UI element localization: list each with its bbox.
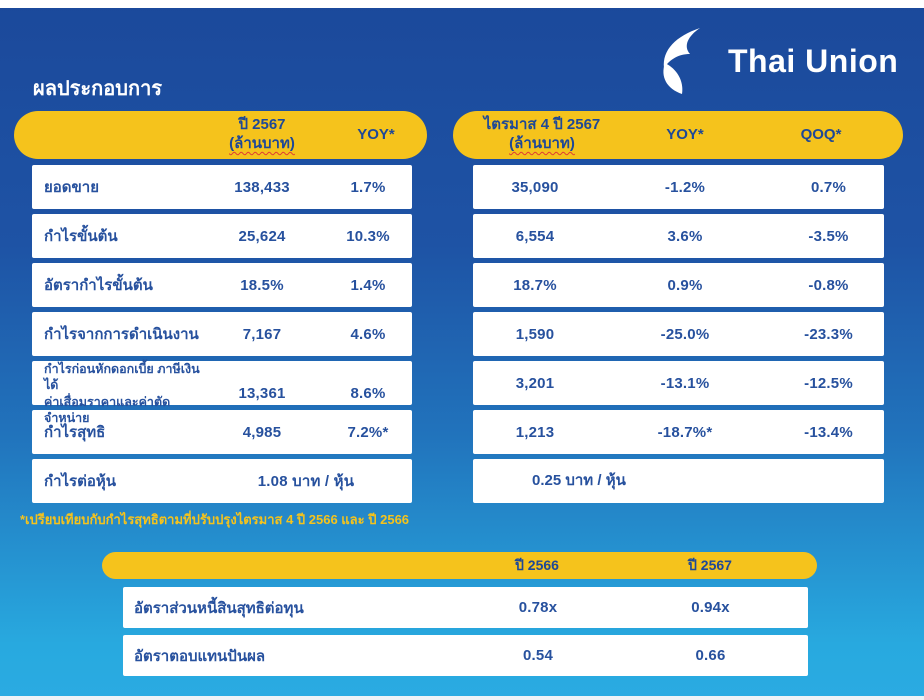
quarter-header-unit: (ล้านบาท) [509,135,575,152]
quarter-header-yoy: YOY* [666,125,704,143]
row-value: 1,590 [515,325,555,343]
row-label: กำไรขั้นต้น [44,228,118,245]
thai-union-logo: Thai Union [652,28,898,94]
quarter-header-value-col: ไตรมาส 4 ปี 2567 (ล้านบาท) [453,116,631,154]
row-value-2567: 0.66 [695,647,726,664]
row-qoq: -23.3% [804,325,853,343]
row-value: 3,201 [515,374,555,392]
row-yoy: -1.2% [664,178,706,196]
row-value: 1,213 [515,423,555,441]
row-yoy: 1.7% [350,178,386,196]
row-label: กำไรจากการดำเนินงาน [44,326,199,343]
table-row: อัตรากำไรขั้นต้น 18.5% 1.4% [32,263,412,307]
bottom-white-strip [0,696,924,700]
table-row: 35,090 -1.2% 0.7% [473,165,884,209]
row-value: 1.08 บาท / หุ้น [257,473,355,490]
ratio-header-2567: ปี 2567 [688,556,732,573]
table-row: 1,590 -25.0% -23.3% [473,312,884,356]
page-title: ผลประกอบการ [33,78,163,100]
table-row: อัตราตอบแทนปันผล 0.54 0.66 [123,635,808,676]
row-label: กำไรก่อนหักดอกเบี้ย ภาษีเงินได้ ค่าเสื่อ… [32,361,200,426]
row-value-2566: 0.54 [523,647,553,664]
row-label: อัตรากำไรขั้นต้น [44,277,153,294]
row-yoy: 7.2%* [347,423,389,441]
row-value-2567: 0.94x [691,599,730,616]
row-label: ยอดขาย [44,179,100,196]
row-value: 4,985 [242,423,282,441]
table-row: 0.25 บาท / หุ้น [473,459,884,503]
quarterly-results-table: ไตรมาส 4 ปี 2567 (ล้านบาท) YOY* QOQ* 35,… [453,111,903,508]
row-label: กำไรต่อหุ้น [44,473,116,490]
table-row: กำไรขั้นต้น 25,624 10.3% [32,214,412,258]
row-qoq: -12.5% [804,374,853,392]
row-value: 6,554 [515,227,555,245]
row-value: 18.7% [513,276,557,294]
row-value: 0.25 บาท / หุ้น [532,472,626,489]
table-row: 3,201 -13.1% -12.5% [473,361,884,405]
table-row: 1,213 -18.7%* -13.4% [473,410,884,454]
row-value: 35,090 [511,178,559,196]
row-yoy: 4.6% [350,325,386,343]
table-row: 18.7% 0.9% -0.8% [473,263,884,307]
row-label-line2: ค่าเสื่อมราคาและค่าตัดจำหน่าย [44,394,171,425]
table-row: กำไรจากการดำเนินงาน 7,167 4.6% [32,312,412,356]
row-value: 7,167 [242,325,282,343]
row-label-line1: กำไรก่อนหักดอกเบี้ย ภาษีเงินได้ [44,362,200,393]
row-label: อัตราส่วนหนี้สินสุทธิต่อทุน [134,599,304,617]
row-yoy: 8.6% [350,385,386,402]
row-value: 13,361 [238,385,286,402]
annual-header-year: ปี 2567 [238,116,286,134]
row-yoy: 1.4% [350,276,386,294]
row-label: กำไรสุทธิ [44,424,106,441]
row-yoy: 3.6% [667,227,703,245]
quarter-header-period: ไตรมาส 4 ปี 2567 [483,116,601,134]
row-yoy: -13.1% [660,374,710,392]
row-qoq: -3.5% [808,227,849,245]
table-row: กำไรก่อนหักดอกเบี้ย ภาษีเงินได้ ค่าเสื่อ… [32,361,412,425]
row-qoq: -0.8% [808,276,849,294]
row-value: 18.5% [240,276,284,294]
quarter-table-header: ไตรมาส 4 ปี 2567 (ล้านบาท) YOY* QOQ* [453,111,903,159]
row-value-2566: 0.78x [518,599,558,616]
annual-header-value-col: ปี 2567 (ล้านบาท) [199,116,325,154]
row-qoq: -13.4% [804,423,853,441]
row-yoy: 10.3% [346,227,390,245]
table-row: กำไรสุทธิ 4,985 7.2%* [32,410,412,454]
thai-union-fish-icon [663,28,700,94]
row-yoy: -18.7%* [657,423,713,441]
ratio-table: ปี 2566 ปี 2567 อัตราส่วนหนี้สินสุทธิต่อ… [102,552,817,683]
row-label: อัตราตอบแทนปันผล [134,647,266,665]
annual-header-unit: (ล้านบาท) [229,135,295,152]
row-yoy: 0.9% [667,276,703,294]
quarter-table-rows: 35,090 -1.2% 0.7% 6,554 3.6% -3.5% 18.7%… [473,165,884,503]
table-row: อัตราส่วนหนี้สินสุทธิต่อทุน 0.78x 0.94x [123,587,808,628]
row-value: 25,624 [238,227,286,245]
annual-table-header: ปี 2567 (ล้านบาท) YOY* [14,111,427,159]
ratio-table-rows: อัตราส่วนหนี้สินสุทธิต่อทุน 0.78x 0.94x … [123,587,808,676]
quarter-header-qoq: QOQ* [800,125,842,143]
ratio-header-2566: ปี 2566 [515,556,559,573]
brand-name: Thai Union [728,42,899,79]
row-qoq: 0.7% [811,178,846,196]
ratio-table-header: ปี 2566 ปี 2567 [102,552,817,579]
table-row: ยอดขาย 138,433 1.7% [32,165,412,209]
annual-results-table: ปี 2567 (ล้านบาท) YOY* ยอดขาย 138,433 1.… [14,111,427,508]
table-row: กำไรต่อหุ้น 1.08 บาท / หุ้น [32,459,412,503]
annual-header-yoy: YOY* [357,125,395,143]
top-white-strip [0,0,924,8]
table-row: 6,554 3.6% -3.5% [473,214,884,258]
row-yoy: -25.0% [660,325,710,343]
row-value: 138,433 [234,178,290,196]
footnote: *เปรียบเทียบกับกำไรสุทธิตามที่ปรับปรุงไต… [20,512,410,527]
annual-table-rows: ยอดขาย 138,433 1.7% กำไรขั้นต้น 25,624 1… [32,165,412,503]
